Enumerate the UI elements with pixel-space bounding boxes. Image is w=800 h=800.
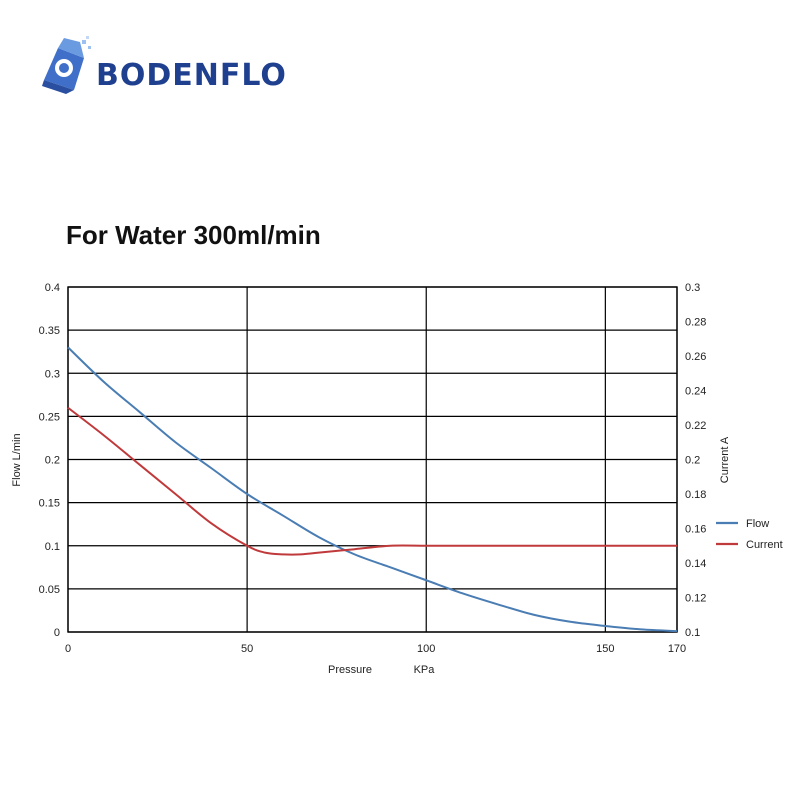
y2-tick-label: 0.24	[685, 386, 706, 398]
y2-tick-label: 0.12	[685, 593, 706, 605]
legend-label-flow: Flow	[746, 518, 769, 530]
y-tick-label: 0.4	[45, 282, 60, 294]
x-axis-unit: KPa	[414, 664, 436, 676]
y-axis-label: Flow L/min	[11, 433, 23, 486]
x-tick-label: 150	[596, 643, 614, 655]
y-tick-label: 0.15	[39, 498, 60, 510]
y-tick-label: 0.35	[39, 325, 60, 337]
y-tick-label: 0	[54, 627, 60, 639]
plot-frame	[67, 286, 678, 633]
y2-tick-label: 0.28	[685, 317, 706, 329]
y2-tick-label: 0.14	[685, 558, 706, 570]
legend-label-current: Current	[746, 539, 783, 551]
x-tick-label: 100	[417, 643, 435, 655]
brand-name: BODENFLO	[96, 58, 287, 93]
x-tick-label: 50	[241, 643, 253, 655]
y2-tick-label: 0.1	[685, 627, 700, 639]
page-title: For Water 300ml/min	[66, 220, 321, 250]
y2-tick-label: 0.2	[685, 455, 700, 467]
y2-axis-label: Current A	[719, 436, 731, 483]
x-axis-label: Pressure	[328, 664, 372, 676]
y2-tick-label: 0.22	[685, 420, 706, 432]
x-tick-label: 170	[668, 643, 686, 655]
y-tick-label: 0.05	[39, 584, 60, 596]
x-tick-label: 0	[65, 643, 71, 655]
y2-tick-label: 0.16	[685, 524, 706, 536]
y2-tick-label: 0.18	[685, 489, 706, 501]
y2-tick-label: 0.26	[685, 351, 706, 363]
y-tick-label: 0.2	[45, 455, 60, 467]
y-tick-label: 0.3	[45, 368, 60, 380]
y-tick-label: 0.1	[45, 541, 60, 553]
brand-logo: BODENFLO	[36, 36, 316, 106]
y-tick-label: 0.25	[39, 411, 60, 423]
series-line-flow	[67, 346, 678, 633]
y2-tick-label: 0.3	[685, 282, 700, 294]
series-line-current	[67, 406, 677, 556]
brand-cube-icon	[42, 36, 91, 94]
